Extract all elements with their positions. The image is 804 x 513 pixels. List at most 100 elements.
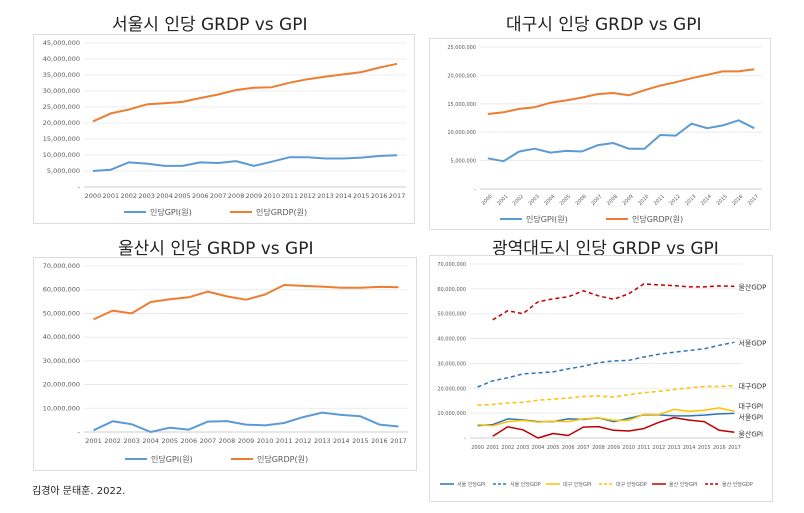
x-tick-label: 2000 <box>85 192 102 200</box>
chart-ulsan: - 10,000,000 20,000,000 30,000,000 40,000,00… <box>43 262 408 464</box>
legend-label: 인당GRDP(원) <box>256 207 307 217</box>
legend-label: 울산 인당GPI <box>669 481 697 488</box>
x-tick-label: 2000 <box>471 445 484 451</box>
legend-label: 인당GPI(원) <box>151 454 193 464</box>
x-tick-label: 2004 <box>142 437 159 445</box>
x-tick-label: 2017 <box>747 194 760 207</box>
x-tick-label: 2008 <box>606 194 619 207</box>
x-tick-label: 2008 <box>228 192 245 200</box>
x-tick-label: 2017 <box>390 437 407 445</box>
x-tick-label: 2002 <box>512 194 525 207</box>
y-tick-label: 45,000,000 <box>43 39 80 47</box>
x-tick-label: 2011 <box>281 192 298 200</box>
chart-seoul: - 5,000,000 10,000,000 15,000,000 20,000,000… <box>43 39 406 217</box>
legend-label: 인당GPI(원) <box>150 207 192 217</box>
x-tick-label: 2005 <box>161 437 178 445</box>
x-tick-label: 2015 <box>716 194 729 207</box>
x-tick-label: 2015 <box>698 445 711 451</box>
x-tick-label: 2016 <box>731 194 744 207</box>
x-tick-label: 2001 <box>103 192 120 200</box>
x-tick-label: 2009 <box>622 194 635 207</box>
x-tick-label: 2008 <box>219 437 236 445</box>
x-tick-label: 2015 <box>353 192 370 200</box>
y-tick-label: 10,000,000 <box>43 151 80 159</box>
x-tick-label: 2010 <box>264 192 281 200</box>
x-tick-label: 2007 <box>590 194 603 207</box>
x-tick-label: 2005 <box>547 445 560 451</box>
y-tick-label: 50,000,000 <box>437 312 466 318</box>
y-tick-label: 20,000,000 <box>437 386 466 392</box>
y-tick-label: 20,000,000 <box>43 381 80 389</box>
x-tick-label: 2016 <box>371 437 388 445</box>
chart-panel-metro: - 10,000,000 20,000,000 30,000,000 40,000,00… <box>429 255 773 502</box>
x-tick-label: 2013 <box>668 445 681 451</box>
x-tick-label: 2005 <box>559 194 572 207</box>
x-tick-label: 2013 <box>314 437 331 445</box>
y-tick-label: 70,000,000 <box>437 262 466 268</box>
x-tick-label: 2010 <box>637 194 650 207</box>
legend: 서울 인당GPI 서울 인당GDP 대구 인당GPI 대구 인당GDP 울산 인당GPI… <box>440 481 753 488</box>
x-tick-label: 2003 <box>138 192 155 200</box>
y-tick-label: - <box>474 187 476 193</box>
y-tick-label: 25,000,000 <box>43 103 80 111</box>
legend: 인당GPI(원) 인당GRDP(원) <box>500 214 683 224</box>
y-tick-label: 20,000,000 <box>43 119 80 127</box>
legend-label: 대구 인당GDP <box>616 481 647 488</box>
y-tick-label: 50,000,000 <box>43 309 80 317</box>
x-tick-label: 2014 <box>683 445 696 451</box>
x-tick-label: 2010 <box>622 445 635 451</box>
legend-label: 인당GRDP(원) <box>632 214 683 224</box>
x-tick-label: 2012 <box>299 192 316 200</box>
chart-title-metro: 광역대도시 인당 GRDP vs GPI <box>492 239 719 259</box>
series-end-label: 서울GPI <box>738 412 763 421</box>
series-line <box>487 119 755 163</box>
y-tick-label: 30,000,000 <box>43 87 80 95</box>
series-line <box>477 341 735 388</box>
series-end-label: 대구GPI <box>738 402 763 410</box>
y-tick-label: 60,000,000 <box>43 286 80 294</box>
series-end-label: 서울GDP <box>738 338 766 347</box>
y-tick-label: 40,000,000 <box>43 333 80 341</box>
y-tick-label: 10,000,000 <box>437 411 466 417</box>
x-tick-label: 2002 <box>104 437 121 445</box>
y-tick-label: 30,000,000 <box>43 357 80 365</box>
series-line <box>92 154 398 172</box>
y-tick-label: - <box>78 428 81 436</box>
x-tick-label: 2013 <box>317 192 334 200</box>
x-tick-label: 2012 <box>669 194 682 207</box>
x-tick-label: 2001 <box>85 437 102 445</box>
x-tick-label: 2011 <box>637 445 650 451</box>
y-tick-label: - <box>464 436 466 442</box>
x-tick-label: 2006 <box>181 437 198 445</box>
x-tick-label: 2017 <box>728 445 741 451</box>
y-tick-label: 15,000,000 <box>447 102 476 108</box>
legend-label: 서울 인당GPI <box>457 481 485 488</box>
chart-panel-ulsan: - 10,000,000 20,000,000 30,000,000 40,000,00… <box>33 257 417 471</box>
chart-title-seoul: 서울시 인당 GRDP vs GPI <box>112 15 308 35</box>
series-line <box>477 384 735 406</box>
x-tick-label: 2005 <box>174 192 191 200</box>
y-tick-label: 15,000,000 <box>43 135 80 143</box>
x-tick-label: 2007 <box>200 437 217 445</box>
x-tick-label: 2009 <box>238 437 255 445</box>
y-tick-label: 20,000,000 <box>447 73 476 79</box>
x-tick-label: 2001 <box>496 194 509 207</box>
chart-panel-daegu: - 5,000,000 10,000,000 15,000,000 20,000,000… <box>429 38 771 230</box>
x-tick-label: 2007 <box>577 445 590 451</box>
x-tick-label: 2011 <box>276 437 293 445</box>
y-tick-label: 30,000,000 <box>437 361 466 367</box>
x-tick-label: 2013 <box>684 194 697 207</box>
x-tick-label: 2009 <box>246 192 263 200</box>
series-line <box>487 68 755 115</box>
y-tick-label: 10,000,000 <box>447 130 476 136</box>
chart-panel-seoul: - 5,000,000 10,000,000 15,000,000 20,000,000… <box>33 34 415 224</box>
x-tick-label: 2010 <box>257 437 274 445</box>
x-tick-label: 2004 <box>156 192 173 200</box>
legend-label: 서울 인당GDP <box>510 481 541 488</box>
series-line <box>477 407 735 427</box>
x-tick-label: 2015 <box>352 437 369 445</box>
x-tick-label: 2016 <box>713 445 726 451</box>
x-tick-label: 2014 <box>335 192 352 200</box>
x-tick-label: 2004 <box>532 445 545 451</box>
chart-title-ulsan: 울산시 인당 GRDP vs GPI <box>118 239 314 259</box>
